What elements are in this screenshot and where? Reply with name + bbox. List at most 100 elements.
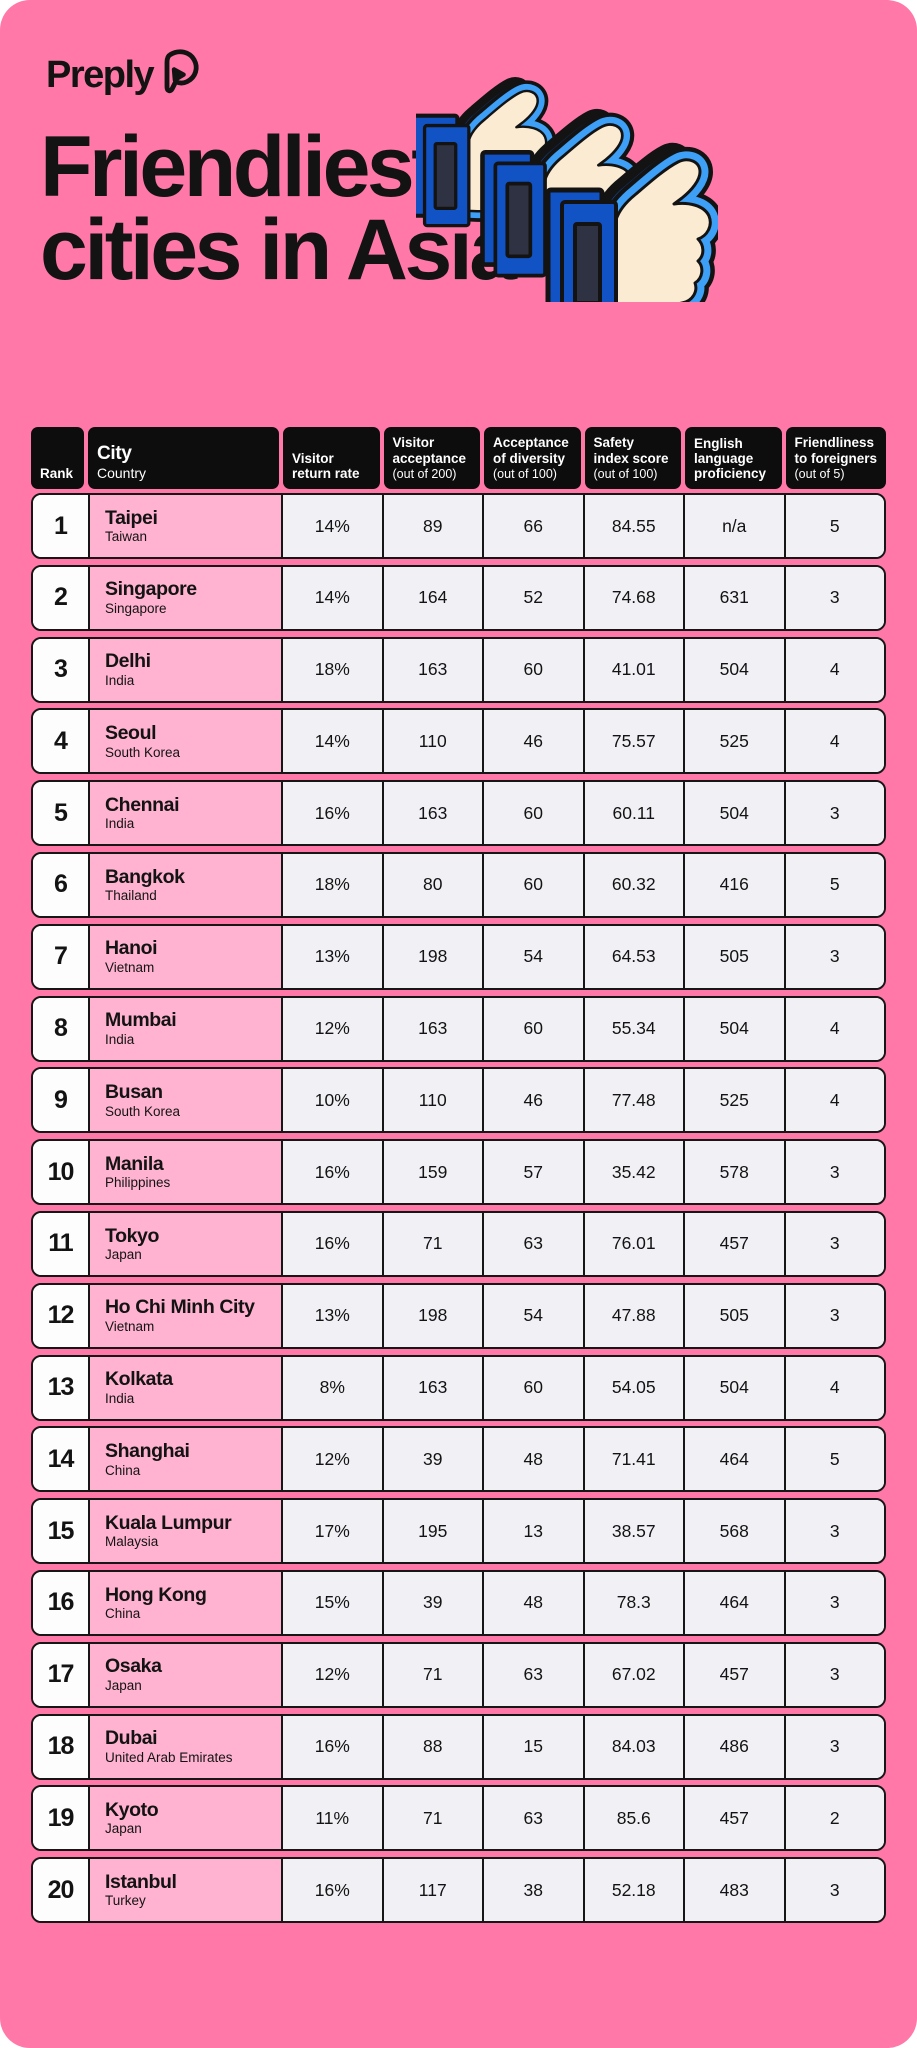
visitor-acceptance-cell: 39	[381, 1428, 482, 1491]
friendliness-cell: 3	[783, 1141, 884, 1204]
rank-value: 3	[54, 655, 68, 684]
visitor-return-rate-cell: 15%	[281, 1571, 382, 1634]
rank-value: 19	[47, 1803, 75, 1832]
acceptance-of-diversity-cell: 15	[482, 1715, 583, 1778]
visitor-return-rate-cell: 16%	[281, 1141, 382, 1204]
friendliness-cell: 3	[783, 782, 884, 845]
city-name: Singapore	[105, 578, 197, 601]
safety-index-score-cell: 47.88	[582, 1284, 683, 1347]
friendliness-cell: 4	[783, 997, 884, 1060]
friendliness-cell: 5	[783, 1428, 884, 1491]
city-name: Taipei	[105, 506, 158, 529]
column-header-friendliness-to-foreigners: Friendliness to foreigners (out of 5)	[785, 427, 886, 489]
friendliness-cell: 3	[783, 1212, 884, 1275]
country-name: Philippines	[105, 1175, 171, 1191]
city-cell: Ho Chi Minh City Vietnam	[88, 1284, 281, 1347]
safety-index-score-cell: 60.32	[582, 853, 683, 916]
country-name: Singapore	[105, 600, 167, 616]
visitor-acceptance-cell: 159	[381, 1141, 482, 1204]
friendliness-cell: 3	[783, 1859, 884, 1922]
acceptance-of-diversity-cell: 46	[482, 710, 583, 773]
visitor-acceptance-cell: 110	[381, 710, 482, 773]
three-3d-thumbs-up-illustration	[416, 68, 718, 302]
english-proficiency-cell: 504	[683, 1356, 784, 1419]
rank-value: 8	[54, 1014, 68, 1043]
visitor-return-rate-cell: 18%	[281, 638, 382, 701]
acceptance-of-diversity-cell: 38	[482, 1859, 583, 1922]
visitor-return-rate-cell: 16%	[281, 1212, 382, 1275]
column-header-visitor-acceptance: Visitor acceptance (out of 200)	[383, 427, 480, 489]
visitor-acceptance-cell: 195	[381, 1500, 482, 1563]
safety-index-score-cell: 85.6	[582, 1787, 683, 1850]
table-row: 8 Mumbai India 12% 163 60 55.34 504 4	[31, 995, 886, 1062]
english-proficiency-cell: 504	[683, 638, 784, 701]
column-header-city: City Country	[88, 427, 279, 489]
rank-cell: 1	[33, 495, 88, 557]
city-name: Manila	[105, 1152, 164, 1175]
visitor-acceptance-cell: 88	[381, 1715, 482, 1778]
safety-index-score-cell: 52.18	[582, 1859, 683, 1922]
visitor-return-rate-cell: 10%	[281, 1069, 382, 1132]
safety-index-score-cell: 71.41	[582, 1428, 683, 1491]
friendliness-cell: 4	[783, 638, 884, 701]
visitor-return-rate-cell: 12%	[281, 997, 382, 1060]
acceptance-of-diversity-cell: 60	[482, 997, 583, 1060]
country-name: China	[105, 1462, 141, 1478]
acceptance-of-diversity-cell: 63	[482, 1212, 583, 1275]
acceptance-of-diversity-cell: 57	[482, 1141, 583, 1204]
table-row: 18 Dubai United Arab Emirates 16% 88 15 …	[31, 1713, 886, 1780]
visitor-return-rate-cell: 14%	[281, 710, 382, 773]
visitor-return-rate-cell: 18%	[281, 853, 382, 916]
city-cell: Kolkata India	[88, 1356, 281, 1419]
rank-cell: 12	[33, 1284, 88, 1347]
rank-cell: 6	[33, 853, 88, 916]
rank-cell: 18	[33, 1715, 88, 1778]
column-header-acceptance-of-diversity: Acceptance of diversity (out of 100)	[484, 427, 581, 489]
english-proficiency-cell: 457	[683, 1643, 784, 1706]
visitor-return-rate-cell: 12%	[281, 1428, 382, 1491]
table-row: 2 Singapore Singapore 14% 164 52 74.68 6…	[31, 564, 886, 631]
visitor-return-rate-cell: 16%	[281, 1715, 382, 1778]
city-cell: Hong Kong China	[88, 1571, 281, 1634]
safety-index-score-cell: 60.11	[582, 782, 683, 845]
visitor-return-rate-cell: 8%	[281, 1356, 382, 1419]
city-name: Bangkok	[105, 865, 185, 888]
column-header-visitor-return-rate: Visitor return rate	[283, 427, 380, 489]
country-name: Japan	[105, 1677, 142, 1693]
country-name: Taiwan	[105, 529, 148, 545]
country-name: Vietnam	[105, 959, 155, 975]
visitor-acceptance-cell: 163	[381, 782, 482, 845]
country-name: South Korea	[105, 1103, 181, 1119]
safety-index-score-cell: 84.03	[582, 1715, 683, 1778]
visitor-return-rate-cell: 11%	[281, 1787, 382, 1850]
friendliness-cell: 4	[783, 1069, 884, 1132]
visitor-return-rate-cell: 13%	[281, 925, 382, 988]
visitor-return-rate-cell: 16%	[281, 1859, 382, 1922]
visitor-acceptance-cell: 164	[381, 566, 482, 629]
country-name: Vietnam	[105, 1318, 155, 1334]
friendliness-cell: 3	[783, 1715, 884, 1778]
rank-value: 2	[54, 583, 68, 612]
rank-cell: 19	[33, 1787, 88, 1850]
english-proficiency-cell: 505	[683, 925, 784, 988]
friendliness-cell: 5	[783, 495, 884, 557]
english-proficiency-cell: 525	[683, 710, 784, 773]
table-row: 3 Delhi India 18% 163 60 41.01 504 4	[31, 636, 886, 703]
city-cell: Delhi India	[88, 638, 281, 701]
visitor-acceptance-cell: 198	[381, 1284, 482, 1347]
country-name: Malaysia	[105, 1534, 159, 1550]
page-title-line1: Friendliest	[40, 119, 440, 215]
rank-cell: 3	[33, 638, 88, 701]
visitor-acceptance-cell: 163	[381, 1356, 482, 1419]
rank-value: 6	[54, 870, 68, 899]
table-row: 16 Hong Kong China 15% 39 48 78.3 464 3	[31, 1569, 886, 1636]
rank-value: 1	[54, 511, 68, 540]
visitor-acceptance-cell: 117	[381, 1859, 482, 1922]
city-name: Shanghai	[105, 1440, 190, 1463]
safety-index-score-cell: 76.01	[582, 1212, 683, 1275]
acceptance-of-diversity-cell: 13	[482, 1500, 583, 1563]
safety-index-score-cell: 41.01	[582, 638, 683, 701]
city-cell: Istanbul Turkey	[88, 1859, 281, 1922]
english-proficiency-cell: 504	[683, 997, 784, 1060]
rank-value: 18	[47, 1732, 75, 1761]
